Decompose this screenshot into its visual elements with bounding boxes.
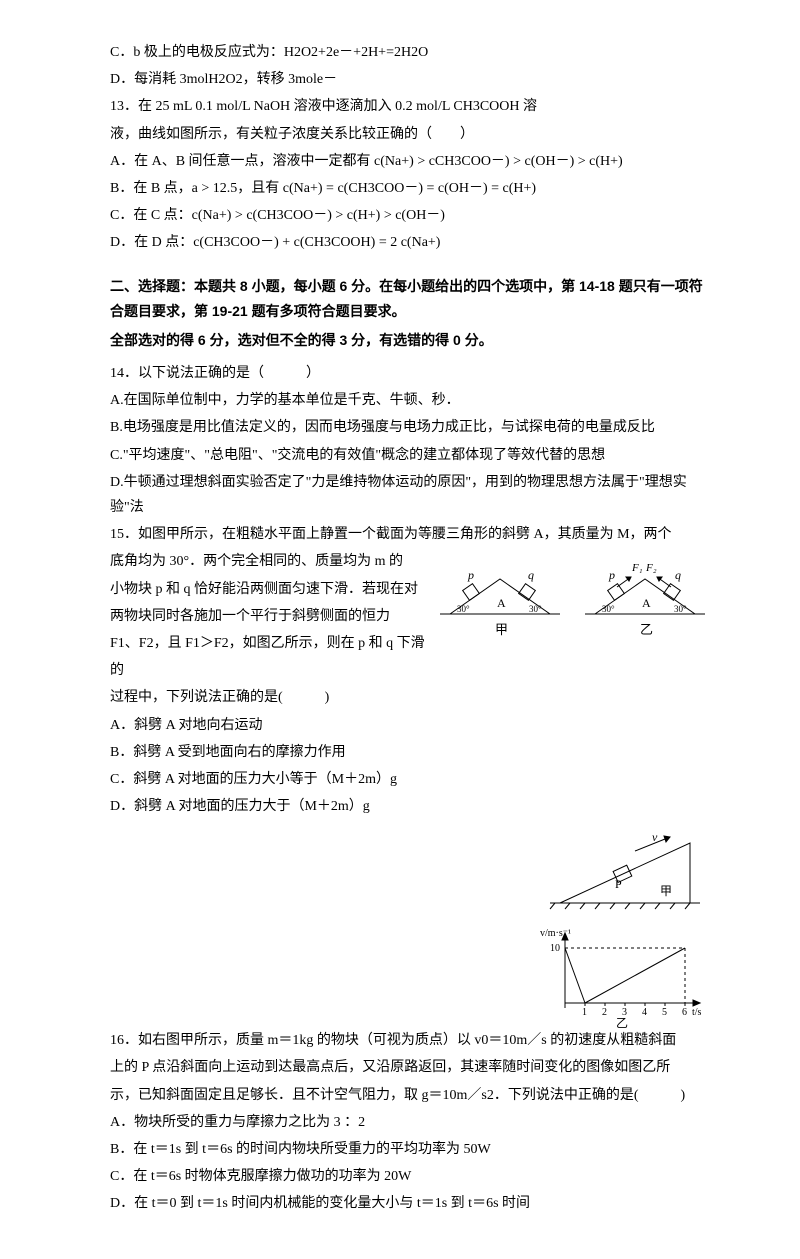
fig-label-q1: q [528,568,534,582]
fig-label-f2: F₂ [645,562,657,574]
q13-opt-d: D．在 D 点：c(CH3COO－) + c(CH3COOH) = 2 c(Na… [110,230,710,255]
q15-opt-b: B．斜劈 A 受到地面向右的摩擦力作用 [110,740,710,765]
fig16-label-yi: 乙 [616,1016,628,1028]
fig16-label-v: v [652,833,658,844]
fig-label-yi: 乙 [640,622,653,637]
fig16-ytick: 10 [550,943,560,954]
fig16-x5: 5 [662,1007,667,1018]
q14-opt-c: C."平均速度"、"总电阻"、"交流电的有效值"概念的建立都体现了等效代替的思想 [110,443,710,468]
q13-stem-2: 液，曲线如图所示，有关粒子浓度关系比较正确的（ ） [110,122,710,147]
fig-label-ang1l: 30° [457,604,470,614]
fig-label-q2: q [675,568,681,582]
fig-label-ang2l: 30° [602,604,615,614]
q15-line6: 的 [110,658,710,683]
fig-label-f1: F₁ [631,562,643,574]
q14-opt-d: D.牛顿通过理想斜面实验否定了"力是维持物体运动的原因"，用到的物理思想方法属于… [110,470,710,520]
q16-opt-b: B．在 t＝1s 到 t＝6s 的时间内物块所受重力的平均功率为 50W [110,1137,710,1162]
section2-sub: 全部选对的得 6 分，选对但不全的得 3 分，有选错的得 0 分。 [110,328,710,353]
q13-opt-b: B．在 B 点，a > 12.5，且有 c(Na+) = c(CH3COO－) … [110,176,710,201]
q15-opt-d: D．斜劈 A 对地面的压力大于（M＋2m）g [110,794,710,819]
q15-opt-c: C．斜劈 A 对地面的压力大小等于（M＋2m）g [110,767,710,792]
fig16-x4: 4 [642,1007,647,1018]
q16-line1: 16．如右图甲所示，质量 m＝1kg 的物块（可视为质点）以 v0＝10m／s … [110,1028,710,1053]
fig16-x1: 1 [582,1007,587,1018]
q14-stem: 14．以下说法正确的是（ ） [110,361,710,386]
q13-opt-a: A．在 A、B 间任意一点，溶液中一定都有 c(Na+) > cCH3COO－)… [110,149,710,174]
q13-opt-c: C．在 C 点：c(Na+) > c(CH3COO－) > c(H+) > c(… [110,203,710,228]
q14-opt-b: B.电场强度是用比值法定义的，因而电场强度与电场力成正比，与试探电荷的电量成反比 [110,415,710,440]
q12-opt-c: C．b 极上的电极反应式为：H2O2+2e－+2H+=2H2O [110,40,710,65]
fig16-x6: 6 [682,1007,687,1018]
fig16-label-p: P [615,877,622,891]
q15-line1: 15．如图甲所示，在粗糙水平面上静置一个截面为等腰三角形的斜劈 A，其质量为 M… [110,522,710,547]
q12-opt-d: D．每消耗 3molH2O2，转移 3mole－ [110,67,710,92]
q13-stem-1: 13．在 25 mL 0.1 mol/L NaOH 溶液中逐滴加入 0.2 mo… [110,94,710,119]
fig16-xlabel: t/s [692,1007,702,1018]
fig-label-p2: p [608,568,615,582]
fig-label-a2: A [642,596,651,610]
fig-label-ang2r: 30° [674,604,687,614]
fig16-ylabel: v/m·s⁻¹ [540,928,571,939]
q14-opt-a: A.在国际单位制中，力学的基本单位是千克、牛顿、秒． [110,388,710,413]
fig-label-p1: p [467,568,474,582]
fig-label-ang1r: 30° [529,604,542,614]
q16-opt-a: A．物块所受的重力与摩擦力之比为 3 ：2 [110,1110,710,1135]
q16-line3: 示，已知斜面固定且足够长．且不计空气阻力，取 g＝10m／s2．下列说法中正确的… [110,1083,710,1108]
q15-opt-a: A．斜劈 A 对地向右运动 [110,713,710,738]
q15-line7: 过程中，下列说法正确的是( ) [110,685,710,710]
q16-line2: 上的 P 点沿斜面向上运动到达最高点后，又沿原路返回，其速率随时间变化的图像如图… [110,1055,710,1080]
fig-label-a1: A [497,596,506,610]
fig16-label-jia: 甲 [660,884,672,898]
section2-header: 二、选择题：本题共 8 小题，每小题 6 分。在每小题给出的四个选项中，第 14… [110,274,710,324]
q15-figure: p q A 30° 30° 甲 p q F₁ F₂ A 30° [435,549,710,644]
q16-opt-c: C．在 t＝6s 时物体克服摩擦力做功的功率为 20W [110,1164,710,1189]
q16-opt-d: D．在 t＝0 到 t＝1s 时间内机械能的变化量大小与 t＝1s 到 t＝6s… [110,1191,710,1216]
fig16-x2: 2 [602,1007,607,1018]
q16-figure: P v 甲 10 v/m·s⁻¹ 1 2 3 4 5 6 t/s [540,833,710,1028]
fig-label-jia: 甲 [495,622,508,637]
